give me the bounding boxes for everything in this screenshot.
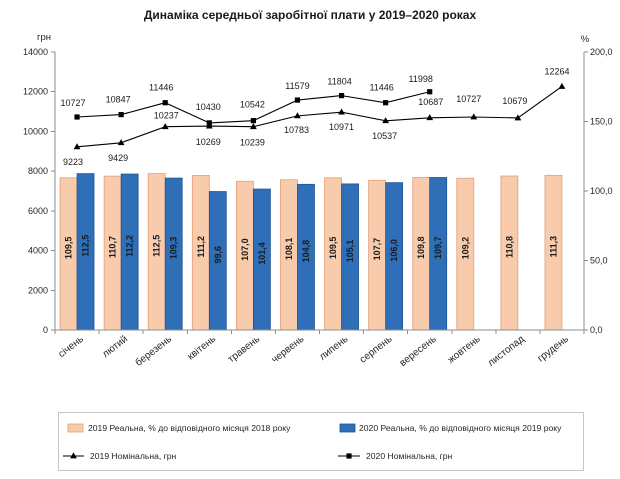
left-axis-tick-label: 4000 — [28, 246, 48, 256]
left-axis-tick-label: 12000 — [23, 87, 48, 97]
line-value-label: 11446 — [369, 83, 393, 93]
marker-2020-nominal — [74, 114, 80, 120]
line-value-label: 10537 — [372, 131, 397, 141]
left-axis-unit: грн — [37, 32, 51, 43]
legend-triangle-marker-icon — [70, 452, 77, 459]
marker-2020-nominal — [250, 118, 256, 124]
axes-group: 0 2000 4000 6000 8000 10000 12000 14000 0,0 50,0 1… — [23, 47, 613, 335]
marker-2020-nominal — [162, 100, 168, 106]
line-value-label: 10542 — [240, 100, 265, 110]
marker-2019-nominal — [249, 123, 257, 130]
line-value-label: 10237 — [154, 111, 179, 121]
legend-label-2019-real: 2019 Реальна, % до відповідного місяця 2… — [88, 423, 291, 433]
marker-2020-nominal — [294, 97, 301, 103]
marker-2019-nominal — [426, 114, 434, 121]
marker-2019-nominal — [514, 114, 522, 121]
line-value-label: 10239 — [240, 138, 265, 148]
bar-value-label: 105,1 — [345, 240, 355, 263]
marker-2019-nominal — [73, 143, 81, 150]
left-axis-tick-label: 2000 — [28, 285, 48, 295]
bar-value-label: 109,5 — [64, 237, 74, 260]
legend: 2019 Реальна, % до відповідного місяця 2… — [58, 412, 584, 471]
line-2019-nominal — [76, 86, 563, 148]
marker-2020-nominal — [118, 112, 124, 118]
legend-swatch-2019-real — [67, 423, 84, 433]
bar-value-label: 109,3 — [169, 237, 179, 260]
line-series-group: 9223 9429 10237 10269 10239 10783 10971 10537 10… — [61, 66, 570, 166]
bar-value-label: 109,7 — [433, 236, 443, 259]
bar-value-label: 112,2 — [125, 235, 135, 257]
legend-label-2020-real: 2020 Реальна, % до відповідного місяця 2… — [359, 423, 562, 433]
right-axis-tick-label: 50,0 — [590, 256, 608, 266]
marker-2020-nominal — [206, 120, 212, 126]
left-axis-tick-label: 6000 — [28, 206, 48, 216]
line-value-label: 10783 — [284, 125, 309, 135]
bar-value-label: 99,6 — [213, 246, 223, 264]
marker-2020-nominal — [427, 89, 433, 95]
chart-title: Динаміка середньої заробітної плати у 20… — [144, 8, 477, 22]
left-axis-tick-label: 0 — [43, 325, 48, 335]
legend-square-marker-icon — [346, 453, 352, 459]
line-value-label: 10687 — [418, 97, 443, 107]
bar-series-group: 109,5 110,7 112,5 111,2 107,0 108,1 109,5 107,7… — [59, 173, 563, 331]
line-value-label: 12264 — [544, 66, 569, 76]
line-value-label: 10430 — [196, 102, 221, 112]
marker-2020-nominal — [338, 93, 345, 99]
line-value-label: 11804 — [327, 77, 351, 87]
legend-label-2019-nominal: 2019 Номінальна, грн — [90, 451, 177, 461]
line-value-label: 10727 — [456, 94, 481, 104]
line-value-label: 11579 — [285, 81, 309, 91]
line-value-label: 9429 — [108, 153, 128, 163]
right-axis-tick-label: 150,0 — [590, 117, 613, 127]
legend-swatch-2020-real — [339, 423, 356, 433]
bar-value-label: 110,8 — [504, 236, 514, 258]
bar-value-label: 107,7 — [372, 238, 382, 261]
legend-label-2020-nominal: 2020 Номінальна, грн — [366, 451, 453, 461]
right-axis-tick-label: 200,0 — [590, 47, 613, 57]
marker-2019-nominal — [294, 112, 301, 119]
line-value-label: 11998 — [409, 74, 433, 84]
line-value-label: 10679 — [502, 96, 527, 106]
marker-2019-nominal — [338, 108, 345, 115]
left-axis-tick-label: 8000 — [28, 166, 48, 176]
line-value-label: 10971 — [329, 122, 354, 132]
bar-value-label: 107,0 — [240, 238, 250, 261]
bar-value-label: 111,3 — [548, 236, 558, 258]
marker-2019-nominal — [382, 117, 390, 124]
bar-value-label: 110,7 — [108, 236, 118, 258]
bar-value-label: 106,0 — [389, 239, 399, 262]
bar-value-label: 112,5 — [81, 235, 91, 257]
marker-2019-nominal — [117, 139, 125, 146]
right-axis-unit: % — [581, 34, 590, 45]
line-value-label: 10269 — [196, 137, 221, 147]
marker-2019-nominal — [558, 82, 566, 89]
legend-frame — [58, 412, 584, 471]
left-axis-tick-label: 14000 — [23, 47, 48, 57]
bar-value-label: 104,8 — [301, 240, 311, 263]
line-value-label: 10727 — [61, 98, 86, 108]
line-value-label: 11446 — [149, 83, 173, 93]
bar-value-label: 112,5 — [152, 235, 162, 257]
right-axis-tick-label: 0,0 — [590, 325, 603, 335]
bar-value-label: 108,1 — [284, 238, 294, 261]
bar-value-label: 101,4 — [257, 242, 267, 265]
marker-2020-nominal — [383, 100, 389, 106]
bar-value-label: 111,2 — [196, 236, 206, 258]
left-axis-tick-label: 10000 — [23, 126, 48, 136]
bar-value-label: 109,8 — [416, 236, 426, 259]
marker-2019-nominal — [470, 113, 478, 120]
right-axis-tick-label: 100,0 — [590, 186, 613, 196]
line-value-label: 9223 — [63, 157, 83, 167]
line-value-label: 10847 — [106, 95, 131, 105]
marker-2019-nominal — [161, 123, 169, 130]
bar-value-label: 109,2 — [460, 237, 470, 260]
bar-value-label: 109,5 — [328, 237, 338, 260]
